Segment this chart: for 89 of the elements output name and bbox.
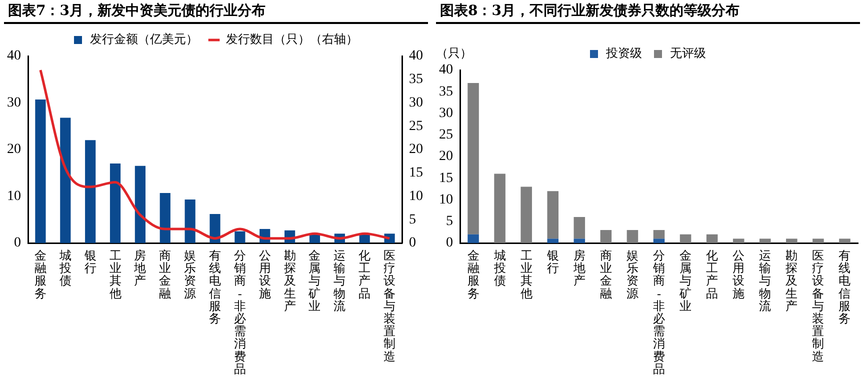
x-tick-label: 商业金融	[600, 248, 612, 300]
x-tick-label: 房地产	[133, 248, 146, 288]
y2-tick-label: 35	[409, 72, 423, 88]
y-tick-label: 30	[7, 95, 21, 110]
x-tick-label: 运输与物流	[334, 248, 346, 313]
x-tick-label: 娱乐资源	[626, 248, 638, 300]
x-tick-label: 娱乐资源	[184, 248, 196, 300]
y-tick-label: 25	[439, 128, 453, 143]
y2-tick-label: 5	[409, 212, 416, 228]
bar	[547, 191, 559, 239]
y2-tick-label: 10	[409, 188, 423, 204]
x-tick-label: 金属与矿业	[308, 248, 321, 313]
x-tick-label: 商业金融	[159, 248, 172, 300]
bar	[732, 238, 744, 243]
y2-tick-label: 15	[409, 166, 423, 181]
x-tick-label: 金属与矿业	[678, 248, 692, 313]
x-tick-label: 公用设施	[732, 248, 745, 300]
legend-label: 投资级	[605, 46, 642, 60]
bar	[184, 200, 196, 243]
bar	[234, 231, 246, 243]
x-tick-label: 勘探及生产	[284, 248, 296, 313]
bar	[626, 230, 638, 243]
y-tick-label: 20	[7, 142, 21, 158]
x-tick-label: 金融服务	[34, 248, 46, 300]
y-tick-label: 35	[439, 84, 453, 100]
x-tick-label: 有线电信服务	[209, 248, 221, 326]
category-label: 分销商-非必需消费品	[234, 248, 246, 376]
x-tick-label: 房地产	[572, 248, 586, 288]
x-tick-label: 化工产品	[358, 248, 371, 300]
y-tick-label: 0	[14, 236, 21, 251]
bar	[680, 234, 692, 243]
bar	[600, 230, 612, 243]
x-tick-label: 银行	[546, 248, 559, 276]
category-label: 医疗设备与装置制造	[812, 248, 824, 364]
y-tick-label: 10	[439, 192, 453, 208]
x-tick-label: 工业其他	[520, 248, 532, 300]
bar	[759, 238, 771, 243]
bar	[812, 238, 824, 243]
bar	[520, 186, 532, 243]
chart-title: 图表8：3月，不同行业新发债券只数的等级分布	[436, 0, 860, 24]
y-tick-label: 10	[7, 188, 21, 204]
bar	[839, 238, 850, 243]
bar	[653, 230, 665, 239]
y-tick-label: 40	[439, 62, 453, 78]
x-tick-label: 有线电信服务	[838, 248, 851, 326]
bar	[210, 214, 220, 243]
y2-tick-label: 40	[409, 48, 423, 64]
category-label: 医疗设备与装置制造	[384, 248, 396, 364]
bar	[468, 234, 479, 243]
y2-tick-label: 30	[409, 95, 423, 110]
bar	[160, 192, 170, 243]
category-label: 分销商-非必需消费品	[653, 248, 665, 376]
bar	[574, 217, 586, 239]
bar	[110, 164, 121, 243]
x-tick-label: 工业其他	[109, 248, 122, 300]
x-tick-label: 勘探及生产	[786, 248, 798, 313]
x-tick-label: 公用设施	[258, 248, 271, 300]
y-tick-label: 20	[439, 149, 453, 164]
line-series	[39, 68, 391, 240]
bar	[35, 99, 46, 243]
y-tick-label: 15	[439, 170, 453, 186]
bar	[85, 140, 96, 243]
y-axis-title: （只）	[436, 46, 472, 60]
bar	[468, 82, 479, 234]
bar	[60, 118, 71, 243]
x-tick-label: 银行	[83, 248, 96, 276]
bar	[494, 174, 506, 243]
bar	[547, 238, 559, 243]
y-tick-label: 40	[7, 48, 21, 64]
x-tick-label: 城投债	[492, 248, 506, 288]
x-tick-label: 城投债	[58, 248, 72, 288]
bar	[786, 238, 798, 243]
bar	[134, 166, 146, 243]
legend-label: 发行金额（亿美元）	[90, 32, 198, 46]
y-tick-label: 5	[446, 214, 453, 230]
bar	[574, 238, 586, 243]
legend-label: 发行数目（只）（右轴）	[226, 32, 358, 46]
bar	[653, 238, 665, 243]
y-tick-label: 30	[439, 106, 453, 121]
y2-tick-label: 0	[409, 236, 416, 251]
legend-label: 无评级	[670, 46, 706, 60]
bar	[706, 234, 718, 243]
x-tick-label: 运输与物流	[759, 248, 772, 313]
y2-tick-label: 20	[409, 142, 423, 158]
x-tick-label: 金融服务	[467, 248, 480, 300]
chart-title: 图表7：3月，新发中资美元债的行业分布	[4, 0, 428, 24]
y-tick-label: 0	[446, 236, 453, 251]
y2-tick-label: 25	[409, 118, 423, 134]
x-tick-label: 化工产品	[706, 248, 718, 300]
